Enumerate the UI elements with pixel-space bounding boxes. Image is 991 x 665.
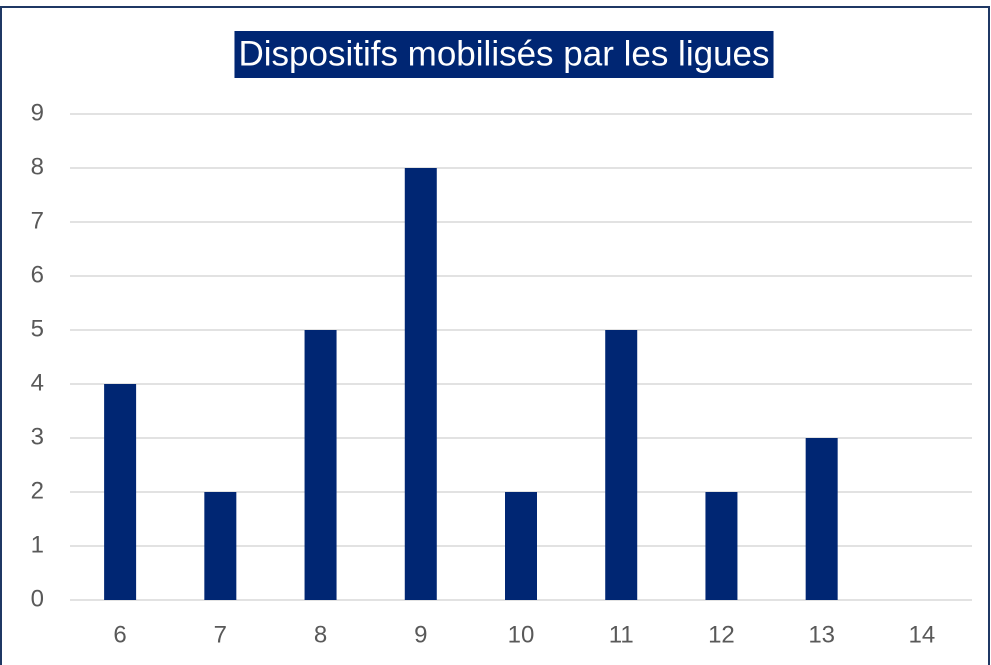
chart-title: Dispositifs mobilisés par les ligues	[238, 34, 769, 73]
chart-frame	[0, 6, 990, 665]
bar	[505, 492, 537, 600]
x-tick-label: 7	[214, 621, 227, 648]
y-tick-label: 1	[31, 531, 44, 558]
bar	[104, 384, 137, 600]
x-tick-label: 8	[314, 621, 327, 648]
y-tick-label: 3	[31, 423, 44, 450]
y-tick-label: 9	[31, 99, 44, 126]
x-tick-label: 11	[609, 621, 634, 648]
x-tick-label: 14	[909, 621, 936, 648]
bar	[304, 330, 337, 600]
x-tick-label: 6	[113, 621, 126, 648]
bar	[204, 492, 237, 600]
y-tick-label: 7	[31, 207, 44, 234]
y-tick-label: 8	[31, 153, 44, 180]
y-tick-label: 5	[31, 315, 44, 342]
title-background	[234, 31, 774, 78]
y-tick-label: 2	[31, 477, 44, 504]
bar	[404, 168, 437, 600]
x-tick-label: 9	[414, 621, 427, 648]
x-tick-label: 10	[508, 621, 535, 648]
x-tick-label: 12	[708, 621, 735, 648]
y-tick-label: 4	[31, 369, 44, 396]
y-tick-label: 6	[31, 261, 44, 288]
bar	[705, 492, 738, 600]
bar	[805, 438, 838, 600]
x-tick-label: 13	[808, 621, 835, 648]
y-tick-label: 0	[31, 585, 44, 612]
bar	[605, 330, 638, 600]
